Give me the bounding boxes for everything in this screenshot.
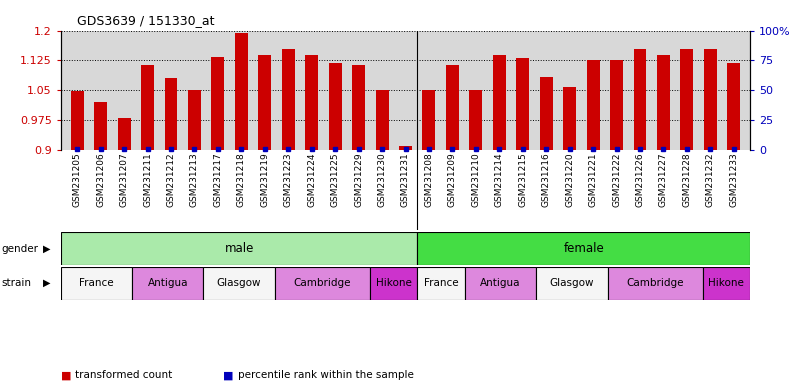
Bar <box>418 232 750 265</box>
Text: female: female <box>564 242 604 255</box>
Text: GDS3639 / 151330_at: GDS3639 / 151330_at <box>77 14 215 27</box>
Bar <box>132 267 204 300</box>
Text: GSM231217: GSM231217 <box>213 152 222 207</box>
Bar <box>607 267 702 300</box>
Text: GSM231226: GSM231226 <box>636 152 645 207</box>
Text: Glasgow: Glasgow <box>217 278 261 288</box>
Bar <box>212 56 225 150</box>
Text: ▶: ▶ <box>43 243 50 254</box>
Bar <box>165 78 178 150</box>
Text: GSM231223: GSM231223 <box>284 152 293 207</box>
Text: GSM231207: GSM231207 <box>120 152 129 207</box>
Text: GSM231212: GSM231212 <box>166 152 175 207</box>
Text: GSM231211: GSM231211 <box>143 152 152 207</box>
Text: Antigua: Antigua <box>480 278 521 288</box>
Bar <box>727 63 740 150</box>
Text: GSM231231: GSM231231 <box>401 152 410 207</box>
Bar <box>493 55 506 150</box>
Bar <box>370 267 418 300</box>
Text: GSM231227: GSM231227 <box>659 152 668 207</box>
Bar <box>399 146 412 150</box>
Bar <box>118 118 131 150</box>
Text: GSM231209: GSM231209 <box>448 152 457 207</box>
Bar <box>61 267 132 300</box>
Text: strain: strain <box>2 278 32 288</box>
Text: GSM231230: GSM231230 <box>378 152 387 207</box>
Text: male: male <box>225 242 254 255</box>
Bar <box>305 55 318 150</box>
Text: GSM231213: GSM231213 <box>190 152 199 207</box>
Bar <box>470 90 483 150</box>
Bar <box>94 102 107 150</box>
Text: GSM231232: GSM231232 <box>706 152 714 207</box>
Text: Hikone: Hikone <box>709 278 744 288</box>
Text: GSM231215: GSM231215 <box>518 152 527 207</box>
Text: GSM231216: GSM231216 <box>542 152 551 207</box>
Bar <box>657 55 670 150</box>
Text: ■: ■ <box>223 370 234 380</box>
Bar <box>536 267 607 300</box>
Text: GSM231229: GSM231229 <box>354 152 363 207</box>
Text: GSM231225: GSM231225 <box>331 152 340 207</box>
Bar <box>702 267 750 300</box>
Bar <box>188 90 201 150</box>
Text: France: France <box>79 278 114 288</box>
Bar <box>610 60 623 150</box>
Text: GSM231206: GSM231206 <box>97 152 105 207</box>
Text: GSM231210: GSM231210 <box>471 152 480 207</box>
Text: France: France <box>424 278 458 288</box>
Text: GSM231233: GSM231233 <box>729 152 738 207</box>
Text: GSM231219: GSM231219 <box>260 152 269 207</box>
Text: Cambridge: Cambridge <box>626 278 684 288</box>
Bar <box>423 90 436 150</box>
Text: GSM231208: GSM231208 <box>424 152 433 207</box>
Text: ▶: ▶ <box>43 278 50 288</box>
Bar <box>281 50 294 150</box>
Bar <box>204 267 275 300</box>
Text: GSM231222: GSM231222 <box>612 152 621 207</box>
Text: GSM231221: GSM231221 <box>589 152 598 207</box>
Bar <box>446 65 459 150</box>
Text: Hikone: Hikone <box>375 278 411 288</box>
Bar <box>586 60 599 150</box>
Bar <box>540 77 552 150</box>
Bar <box>680 50 693 150</box>
Bar <box>563 87 576 150</box>
Text: Cambridge: Cambridge <box>294 278 351 288</box>
Text: GSM231218: GSM231218 <box>237 152 246 207</box>
Text: GSM231224: GSM231224 <box>307 152 316 207</box>
Bar <box>633 50 646 150</box>
Bar <box>235 33 248 150</box>
Bar <box>465 267 536 300</box>
Text: gender: gender <box>2 243 39 254</box>
Text: GSM231214: GSM231214 <box>495 152 504 207</box>
Text: GSM231228: GSM231228 <box>682 152 691 207</box>
Bar <box>328 63 341 150</box>
Bar <box>517 58 530 150</box>
Bar <box>375 90 388 150</box>
Bar <box>352 65 365 150</box>
Text: GSM231220: GSM231220 <box>565 152 574 207</box>
Bar <box>704 50 717 150</box>
Bar <box>71 91 84 150</box>
Text: percentile rank within the sample: percentile rank within the sample <box>238 370 414 380</box>
Bar <box>275 267 370 300</box>
Bar <box>259 55 271 150</box>
Bar <box>141 65 154 150</box>
Text: transformed count: transformed count <box>75 370 173 380</box>
Bar <box>61 232 418 265</box>
Text: ■: ■ <box>61 370 71 380</box>
Bar <box>418 267 465 300</box>
Text: GSM231205: GSM231205 <box>73 152 82 207</box>
Text: Glasgow: Glasgow <box>550 278 594 288</box>
Text: Antigua: Antigua <box>148 278 188 288</box>
